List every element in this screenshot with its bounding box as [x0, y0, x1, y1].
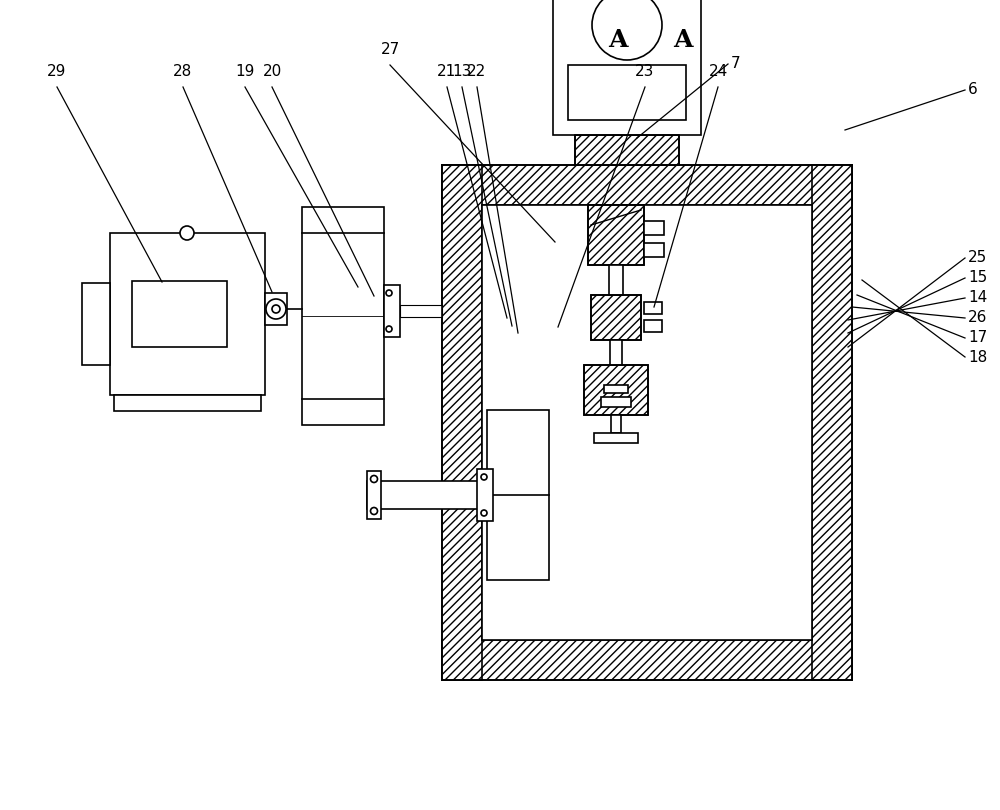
Text: 25: 25: [968, 250, 987, 266]
Bar: [568, 65, 686, 120]
Polygon shape: [584, 365, 648, 415]
Bar: [553, 0, 701, 135]
Text: 13: 13: [452, 64, 472, 79]
Text: 22: 22: [467, 64, 487, 79]
Text: 7: 7: [731, 57, 741, 71]
Text: A: A: [673, 28, 693, 52]
Text: 15: 15: [968, 271, 987, 285]
Bar: [604, 385, 628, 393]
Circle shape: [481, 510, 487, 516]
Text: 27: 27: [380, 42, 400, 57]
Bar: [588, 205, 644, 265]
Circle shape: [266, 299, 286, 319]
Polygon shape: [442, 165, 482, 680]
Text: 28: 28: [173, 64, 193, 79]
Text: 23: 23: [635, 64, 655, 79]
Bar: [482, 205, 812, 640]
Bar: [610, 340, 622, 365]
Polygon shape: [442, 165, 852, 205]
Polygon shape: [588, 205, 644, 265]
Text: A: A: [608, 28, 628, 52]
Bar: [609, 265, 623, 295]
Bar: [367, 471, 381, 519]
Text: 19: 19: [235, 64, 255, 79]
Bar: [302, 207, 384, 425]
Text: 26: 26: [968, 310, 987, 326]
Text: 21: 21: [437, 64, 457, 79]
Polygon shape: [812, 165, 852, 680]
Text: 17: 17: [968, 330, 987, 346]
Bar: [265, 293, 287, 325]
Text: 18: 18: [968, 349, 987, 364]
Text: 20: 20: [262, 64, 282, 79]
Bar: [384, 285, 400, 337]
Bar: [110, 233, 265, 395]
Bar: [584, 365, 648, 415]
Polygon shape: [591, 295, 641, 340]
Circle shape: [180, 226, 194, 240]
Bar: [487, 410, 549, 580]
Bar: [477, 469, 493, 521]
Text: 14: 14: [968, 291, 987, 305]
Polygon shape: [575, 135, 679, 165]
Text: 24: 24: [708, 64, 728, 79]
Bar: [644, 302, 662, 314]
Bar: [400, 305, 442, 317]
Bar: [594, 433, 638, 443]
Circle shape: [481, 474, 487, 480]
Bar: [82, 283, 110, 365]
Bar: [644, 243, 664, 257]
Bar: [644, 320, 662, 332]
Bar: [367, 481, 487, 509]
Circle shape: [386, 326, 392, 332]
Bar: [644, 221, 664, 235]
Polygon shape: [442, 640, 852, 680]
Bar: [132, 281, 227, 347]
Circle shape: [592, 0, 662, 60]
Bar: [601, 397, 631, 407]
Circle shape: [386, 290, 392, 296]
Circle shape: [370, 475, 378, 483]
Bar: [114, 395, 261, 411]
Text: 29: 29: [47, 64, 67, 79]
Bar: [575, 135, 679, 165]
Text: 6: 6: [968, 83, 978, 97]
Bar: [591, 295, 641, 340]
Bar: [611, 415, 621, 433]
Circle shape: [370, 508, 378, 514]
Circle shape: [272, 305, 280, 313]
